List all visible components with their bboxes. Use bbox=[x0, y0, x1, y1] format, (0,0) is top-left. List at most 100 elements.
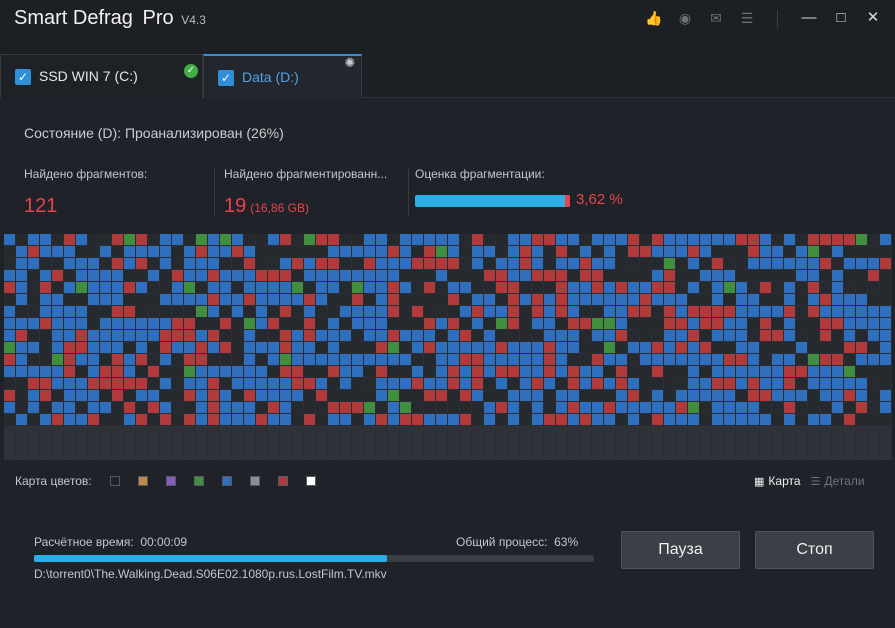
cluster-block bbox=[796, 342, 807, 353]
cluster-block bbox=[412, 426, 423, 437]
gear-icon[interactable]: ✺ bbox=[344, 55, 356, 70]
cluster-block bbox=[784, 342, 795, 353]
cluster-block bbox=[196, 414, 207, 425]
cluster-block bbox=[616, 414, 627, 425]
cluster-block bbox=[412, 438, 423, 449]
cluster-block bbox=[112, 426, 123, 437]
cluster-block bbox=[52, 426, 63, 437]
cluster-block bbox=[508, 294, 519, 305]
cluster-block bbox=[664, 270, 675, 281]
cluster-block bbox=[16, 366, 27, 377]
cluster-block bbox=[652, 378, 663, 389]
tab-drive-d[interactable]: ✓ Data (D:) bbox=[203, 54, 362, 98]
cluster-block bbox=[664, 342, 675, 353]
cluster-block bbox=[160, 354, 171, 365]
cluster-block bbox=[820, 306, 831, 317]
stop-button[interactable]: Стоп bbox=[755, 531, 874, 569]
cluster-block bbox=[340, 330, 351, 341]
cluster-block bbox=[304, 282, 315, 293]
cluster-block bbox=[16, 282, 27, 293]
cluster-block bbox=[424, 402, 435, 413]
cluster-block bbox=[364, 426, 375, 437]
legend-swatch bbox=[193, 476, 204, 486]
cluster-block bbox=[628, 270, 639, 281]
cluster-block bbox=[220, 414, 231, 425]
cluster-block bbox=[616, 282, 627, 293]
cluster-block bbox=[112, 402, 123, 413]
tab-drive-c[interactable]: ✓ SSD WIN 7 (C:) ✓ bbox=[0, 54, 203, 98]
cluster-block bbox=[28, 330, 39, 341]
cluster-block bbox=[484, 330, 495, 341]
cluster-block bbox=[532, 378, 543, 389]
menu-icon[interactable]: ☰ bbox=[740, 10, 754, 26]
cluster-block bbox=[52, 306, 63, 317]
cluster-block bbox=[748, 378, 759, 389]
cluster-block bbox=[64, 450, 75, 460]
checkbox-drive-c[interactable]: ✓ bbox=[15, 69, 31, 85]
minimize-icon[interactable]: — bbox=[801, 9, 817, 26]
cluster-block bbox=[160, 258, 171, 269]
cluster-block bbox=[484, 270, 495, 281]
title-divider bbox=[777, 10, 778, 28]
cluster-block bbox=[436, 438, 447, 449]
maximize-icon[interactable]: □ bbox=[836, 9, 846, 26]
cluster-block bbox=[172, 246, 183, 257]
cluster-block bbox=[268, 330, 279, 341]
cluster-block bbox=[388, 366, 399, 377]
cluster-block bbox=[640, 234, 651, 245]
cluster-block bbox=[676, 366, 687, 377]
cluster-block bbox=[376, 246, 387, 257]
cluster-block bbox=[148, 390, 159, 401]
cluster-block bbox=[196, 390, 207, 401]
details-view-button[interactable]: ☰ Детали bbox=[811, 474, 865, 488]
like-icon[interactable]: 👍 bbox=[645, 10, 663, 26]
cluster-block bbox=[184, 330, 195, 341]
skin-icon[interactable]: ◉ bbox=[678, 10, 692, 26]
cluster-block bbox=[568, 294, 579, 305]
cluster-block bbox=[52, 414, 63, 425]
cluster-block bbox=[532, 258, 543, 269]
cluster-block bbox=[376, 402, 387, 413]
cluster-block bbox=[352, 438, 363, 449]
cluster-block bbox=[880, 294, 891, 305]
cluster-block bbox=[148, 234, 159, 245]
cluster-block bbox=[592, 414, 603, 425]
cluster-block bbox=[292, 330, 303, 341]
checkbox-drive-d[interactable]: ✓ bbox=[218, 70, 234, 86]
cluster-block bbox=[268, 246, 279, 257]
cluster-block bbox=[508, 366, 519, 377]
cluster-block bbox=[664, 450, 675, 460]
map-view-button[interactable]: ▦ Карта bbox=[754, 474, 801, 488]
cluster-block bbox=[592, 390, 603, 401]
cluster-block bbox=[28, 270, 39, 281]
cluster-block bbox=[16, 294, 27, 305]
cluster-block bbox=[784, 294, 795, 305]
cluster-block bbox=[796, 330, 807, 341]
cluster-block bbox=[304, 450, 315, 460]
cluster-block bbox=[136, 234, 147, 245]
estimated-time-value: 00:00:09 bbox=[140, 535, 188, 549]
cluster-block bbox=[28, 306, 39, 317]
cluster-block bbox=[376, 270, 387, 281]
cluster-block bbox=[304, 342, 315, 353]
pause-button[interactable]: Пауза bbox=[621, 531, 740, 569]
cluster-block bbox=[856, 294, 867, 305]
cluster-block bbox=[856, 330, 867, 341]
message-icon[interactable]: ✉ bbox=[710, 10, 722, 26]
cluster-block bbox=[748, 366, 759, 377]
cluster-block bbox=[100, 318, 111, 329]
cluster-block bbox=[748, 354, 759, 365]
cluster-block bbox=[724, 426, 735, 437]
cluster-block bbox=[580, 342, 591, 353]
cluster-block bbox=[808, 450, 819, 460]
app-version: V4.3 bbox=[181, 13, 206, 27]
cluster-block bbox=[28, 378, 39, 389]
cluster-block bbox=[364, 234, 375, 245]
cluster-block bbox=[388, 438, 399, 449]
cluster-block bbox=[184, 354, 195, 365]
cluster-block bbox=[616, 390, 627, 401]
cluster-block bbox=[424, 390, 435, 401]
cluster-block bbox=[724, 390, 735, 401]
fragmented-files-value: 19 (16,86 GB) bbox=[224, 195, 387, 218]
close-icon[interactable]: ✕ bbox=[866, 9, 880, 26]
